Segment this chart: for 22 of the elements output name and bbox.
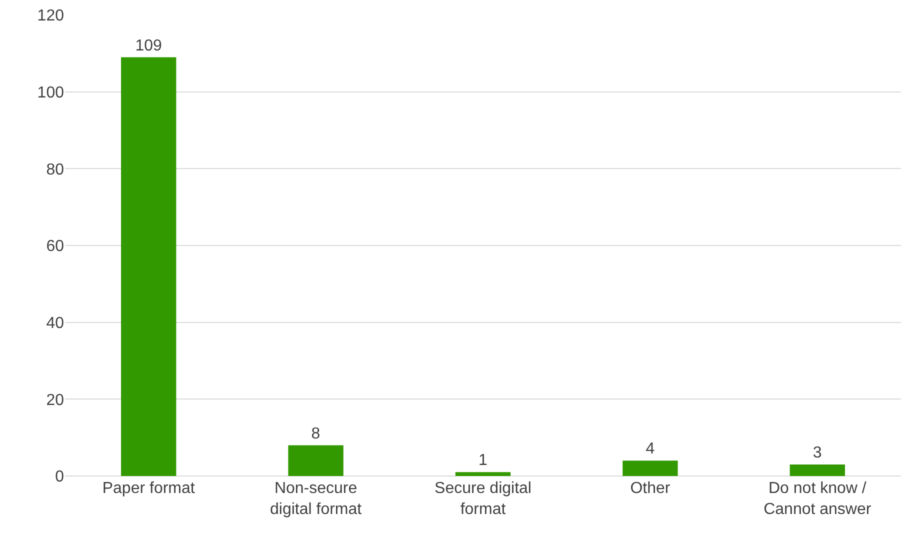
y-tick-label: 20 bbox=[46, 392, 64, 409]
bar bbox=[622, 460, 678, 476]
y-tick-label: 80 bbox=[46, 161, 64, 178]
data-label: 3 bbox=[812, 444, 822, 462]
x-tick-label: Paper format bbox=[102, 480, 196, 497]
y-tick-label: 120 bbox=[37, 8, 64, 25]
x-tick-label: Non-secure digital format bbox=[270, 480, 362, 518]
x-tick-label: Do not know / Cannot answer bbox=[764, 480, 872, 518]
data-label: 4 bbox=[646, 440, 655, 458]
x-tick-label: Secure digital format bbox=[434, 480, 532, 518]
data-label: 1 bbox=[478, 452, 488, 470]
bar bbox=[121, 57, 176, 476]
data-label: 109 bbox=[135, 37, 162, 54]
bar bbox=[790, 464, 845, 476]
y-tick-label: 40 bbox=[46, 314, 64, 332]
bar bbox=[455, 472, 511, 476]
y-tick-label: 60 bbox=[46, 238, 64, 256]
bar bbox=[288, 445, 344, 476]
y-tick-label: 0 bbox=[55, 468, 64, 486]
x-tick-label: Other bbox=[630, 480, 671, 497]
y-tick-label: 100 bbox=[37, 84, 64, 102]
data-label: 8 bbox=[311, 425, 320, 442]
